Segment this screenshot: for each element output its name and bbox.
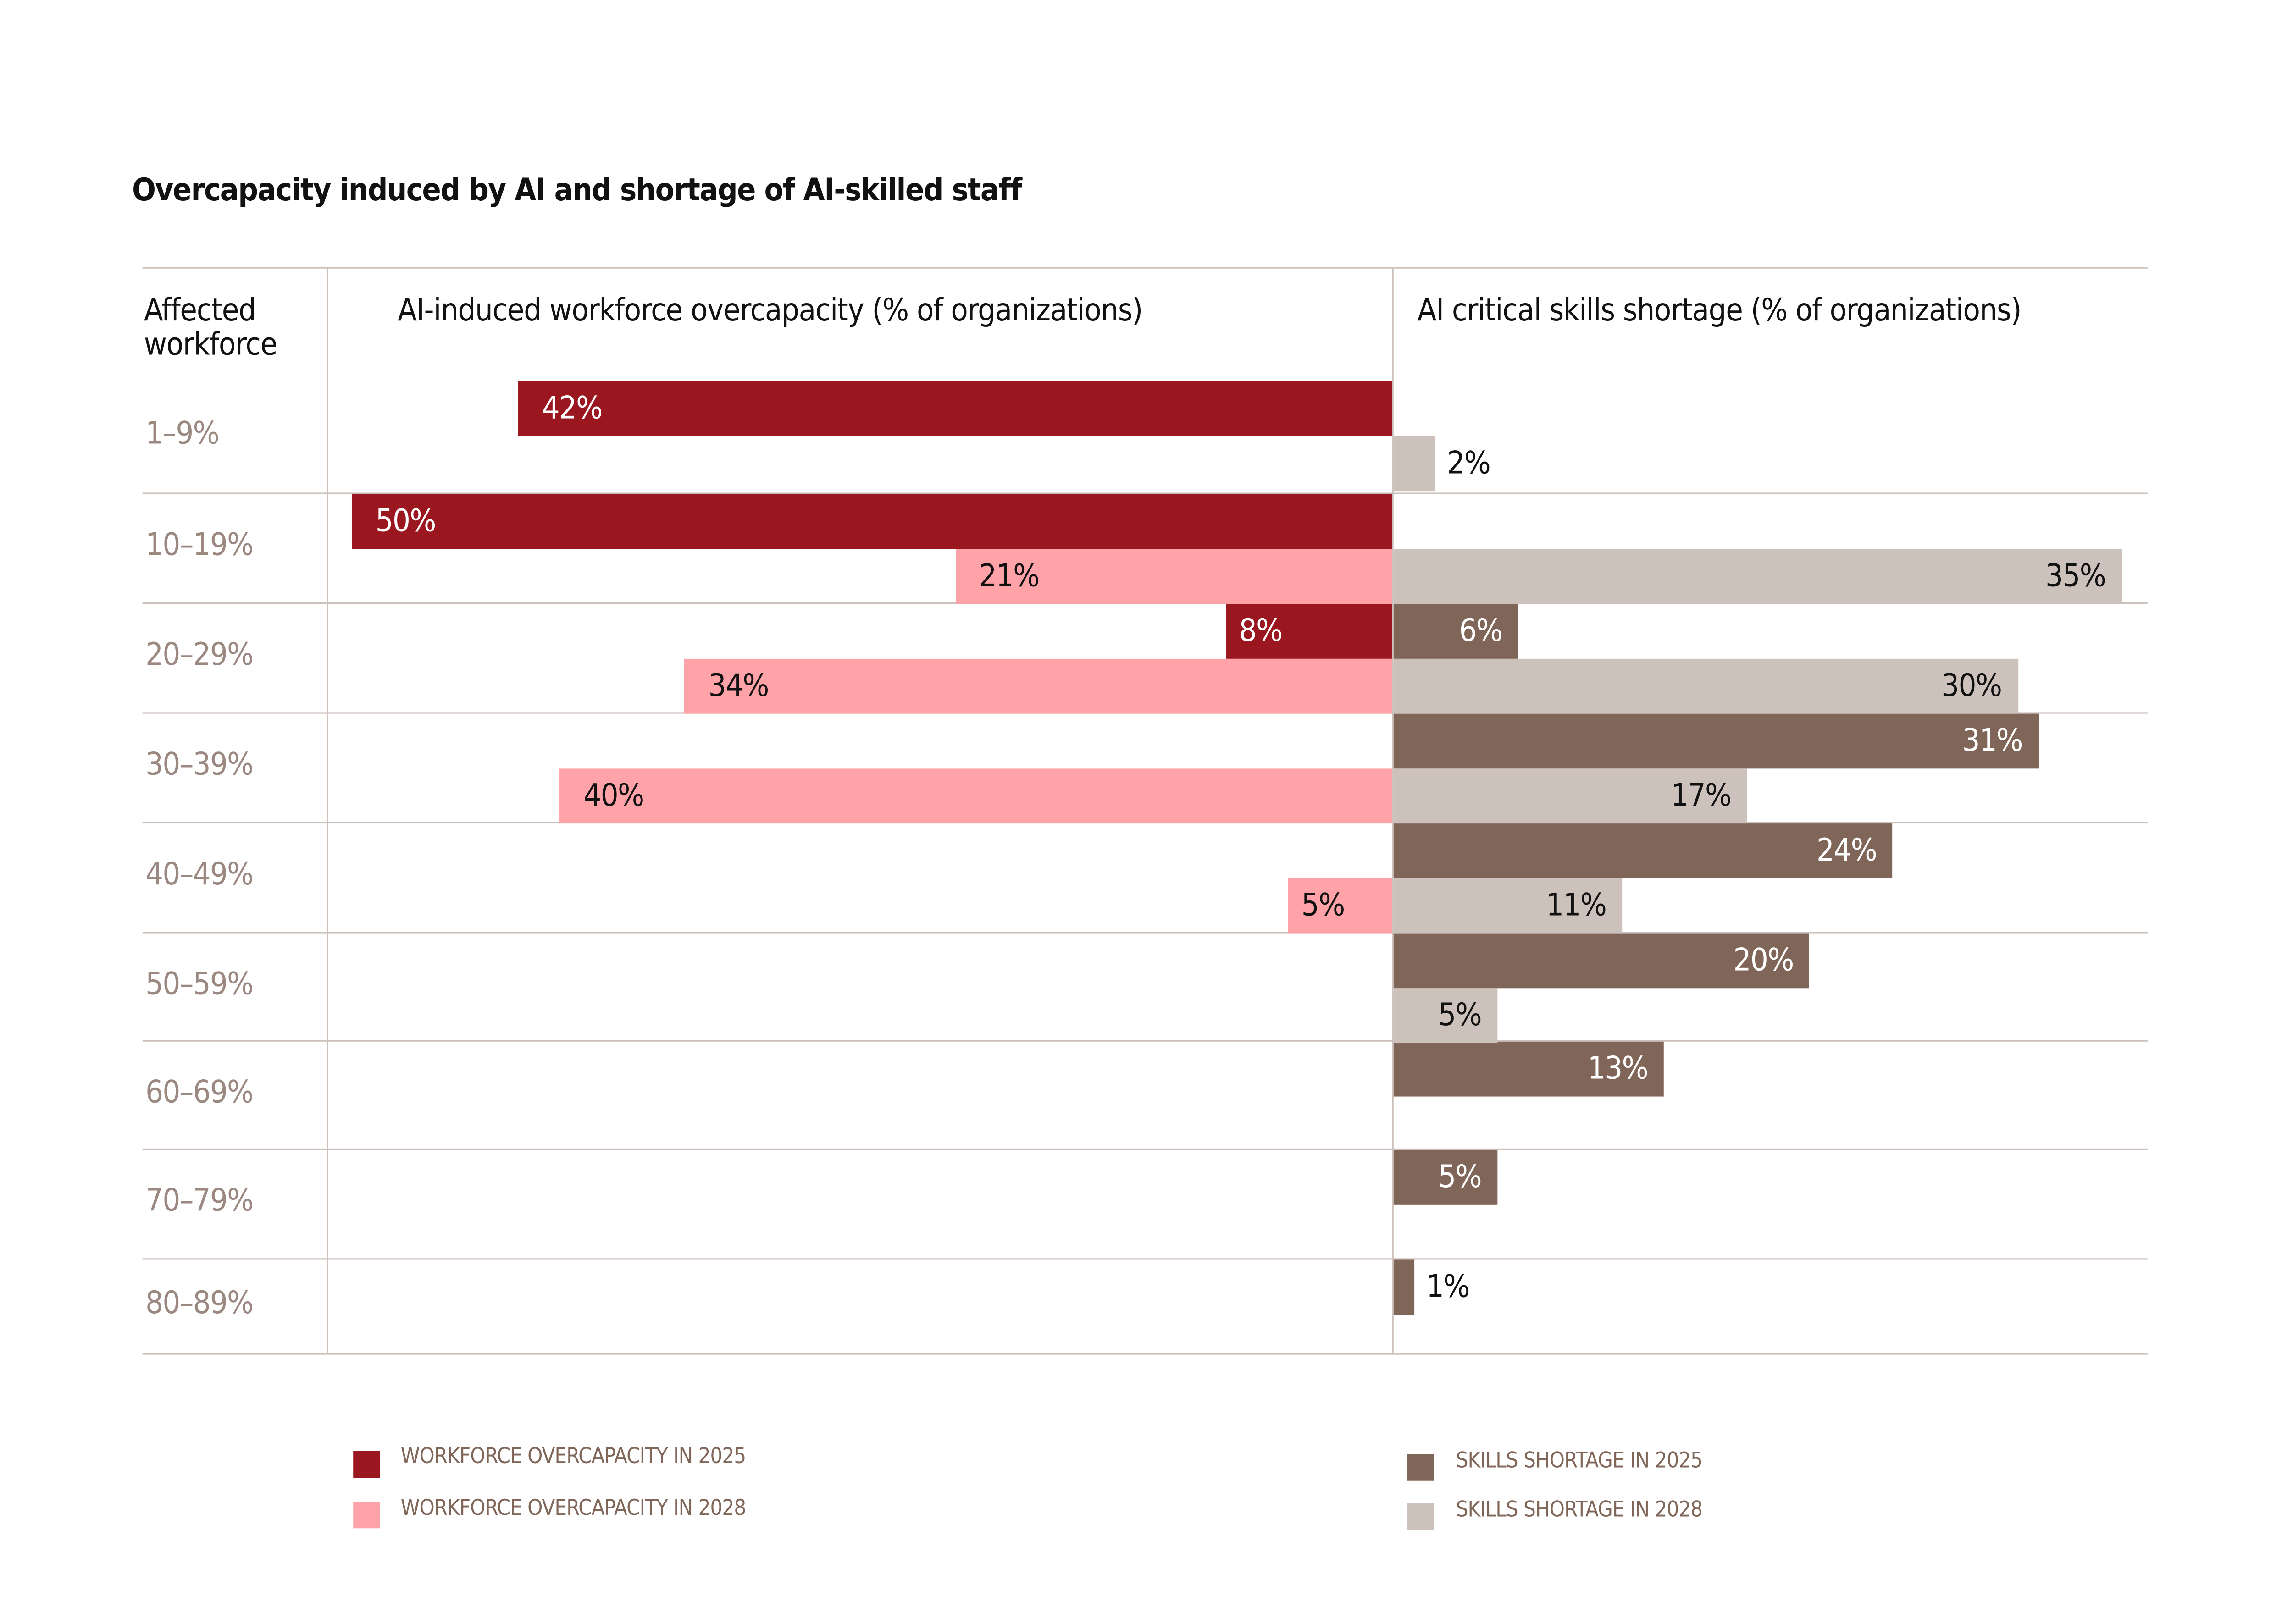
bar-left-workforce-overcapacity-in-2028: [955, 549, 1392, 604]
bar-value-label: 50%: [375, 503, 437, 539]
legend-label: WORKFORCE OVERCAPACITY IN 2025: [400, 1445, 746, 1469]
bar-right-skills-shortage-in-2028: [1393, 549, 2122, 604]
bar-right-skills-shortage-in-2028: [1393, 988, 1498, 1044]
bar-value-label: 35%: [2045, 558, 2106, 594]
bar-value-label: 24%: [1817, 832, 1878, 868]
bar-value-label: 17%: [1671, 777, 1732, 813]
bar-right-skills-shortage-in-2025: [1393, 933, 1810, 989]
bar-value-label: 8%: [1239, 613, 1283, 649]
right-header: AI critical skills shortage (% of organi…: [1417, 292, 2022, 328]
bar-right-skills-shortage-in-2025: [1393, 713, 2039, 769]
row-label: 10–19%: [145, 526, 254, 563]
row-header: Affected workforce: [144, 292, 277, 362]
row-label: 30–39%: [145, 746, 254, 782]
legend-swatch: [353, 1502, 380, 1529]
row-label: 50–59%: [145, 965, 254, 1001]
bar-left-workforce-overcapacity-in-2028: [1288, 878, 1392, 934]
legend-swatch: [1407, 1454, 1434, 1481]
bar-right-skills-shortage-in-2028: [1393, 658, 2018, 714]
bar-value-label: 30%: [1941, 668, 2002, 703]
bar-value-label: 1%: [1426, 1268, 1470, 1304]
legend-label: SKILLS SHORTAGE IN 2025: [1456, 1449, 1703, 1474]
legend-swatch: [353, 1451, 380, 1478]
row-label: 1–9%: [145, 415, 220, 451]
row-divider: [142, 1040, 2148, 1042]
bar-value-label: 31%: [1962, 723, 2023, 758]
bar-value-label: 2%: [1447, 445, 1490, 481]
bar-right-skills-shortage-in-2028: [1393, 768, 1748, 824]
bar-right-skills-shortage-in-2028: [1393, 436, 1435, 492]
bar-value-label: 11%: [1546, 887, 1607, 923]
bar-value-label: 13%: [1587, 1050, 1649, 1086]
bar-left-workforce-overcapacity-in-2028: [684, 658, 1392, 714]
bar-value-label: 5%: [1301, 887, 1345, 923]
bar-right-skills-shortage-in-2025: [1393, 823, 1893, 878]
bar-right-skills-shortage-in-2025: [1393, 1150, 1498, 1205]
row-divider: [142, 1148, 2148, 1150]
bar-left-workforce-overcapacity-in-2028: [559, 768, 1392, 824]
center-axis: [1392, 267, 1394, 1353]
bar-value-label: 5%: [1438, 1159, 1482, 1195]
bar-left-workforce-overcapacity-in-2025: [1225, 604, 1392, 659]
chart-title: Overcapacity induced by AI and shortage …: [132, 172, 1022, 208]
row-label-divider: [326, 267, 328, 1353]
bar-right-skills-shortage-in-2028: [1393, 878, 1623, 934]
table-top-rule: [142, 267, 2148, 269]
row-label: 60–69%: [145, 1073, 254, 1110]
bar-left-workforce-overcapacity-in-2025: [518, 381, 1392, 436]
table-bottom-rule: [142, 1353, 2148, 1355]
bar-value-label: 21%: [979, 558, 1040, 594]
left-header: AI-induced workforce overcapacity (% of …: [398, 292, 1143, 328]
row-label: 20–29%: [145, 636, 254, 672]
bar-value-label: 20%: [1733, 942, 1795, 978]
row-label: 70–79%: [145, 1182, 254, 1218]
row-divider: [142, 1258, 2148, 1260]
legend-swatch: [1407, 1503, 1434, 1530]
bar-right-skills-shortage-in-2025: [1393, 1259, 1415, 1315]
bar-right-skills-shortage-in-2025: [1393, 1041, 1664, 1097]
row-divider: [142, 932, 2148, 934]
row-divider: [142, 492, 2148, 494]
row-label: 40–49%: [145, 856, 254, 892]
legend-label: SKILLS SHORTAGE IN 2028: [1456, 1498, 1703, 1523]
row-label: 80–89%: [145, 1285, 254, 1321]
bar-value-label: 40%: [583, 777, 644, 813]
bar-value-label: 42%: [542, 390, 603, 426]
bar-value-label: 5%: [1438, 997, 1482, 1033]
legend-label: WORKFORCE OVERCAPACITY IN 2028: [400, 1497, 746, 1521]
bar-left-workforce-overcapacity-in-2025: [351, 494, 1392, 549]
bar-value-label: 6%: [1459, 613, 1503, 649]
bar-right-skills-shortage-in-2025: [1393, 604, 1518, 659]
bar-value-label: 34%: [708, 668, 770, 703]
